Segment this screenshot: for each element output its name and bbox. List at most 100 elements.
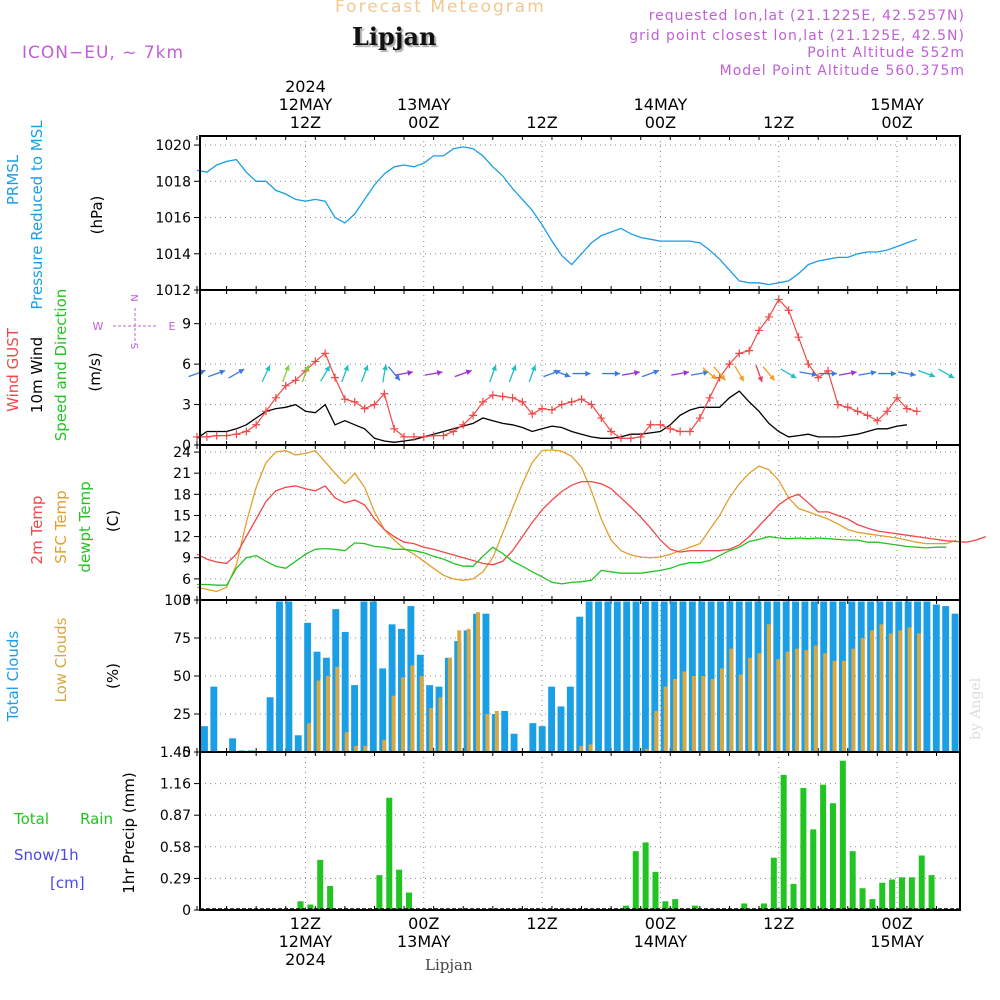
gust-marker (478, 397, 487, 406)
y-tick-label: 1018 (155, 174, 191, 190)
gust-marker (409, 432, 418, 441)
total-cloud-bar (229, 738, 237, 752)
low-cloud-bar (813, 645, 818, 752)
low-cloud-bar (907, 627, 912, 752)
low-cloud-bar (476, 612, 480, 752)
bottom-time-label: 15MAY (870, 932, 924, 951)
gust-marker (883, 407, 892, 416)
label-total-clouds: Total Clouds (4, 631, 22, 723)
gust-marker (547, 405, 556, 414)
low-cloud-bar (391, 695, 396, 752)
precip-bar (889, 879, 896, 910)
wind-arrow-head (585, 370, 591, 377)
panel-frame (199, 751, 961, 911)
wind-arrow-head (324, 365, 330, 372)
total-cloud-bar (285, 601, 293, 752)
low-cloud-bar (579, 745, 584, 752)
label-sfc-temp: SFC Temp (52, 490, 70, 563)
low-cloud-bar (644, 748, 649, 752)
wind-arrow-head (511, 365, 517, 372)
gust-marker (262, 407, 271, 416)
gust-marker (252, 420, 261, 429)
y-tick-label: 0 (182, 903, 191, 919)
total-cloud-bar (360, 601, 368, 752)
wind-arrow-head (948, 372, 955, 379)
wind-arrow-head (343, 365, 349, 372)
total-cloud-bar (379, 668, 387, 752)
gust-marker (912, 407, 921, 416)
low-cloud-bar (710, 679, 715, 752)
gust-marker (676, 427, 685, 436)
y-tick-label: 75 (173, 631, 191, 647)
y-tick-label: 6 (182, 572, 191, 588)
y-tick-label: 3 (182, 398, 191, 414)
wind-arrow-head (738, 375, 744, 382)
ylabel-percent: (%) (104, 663, 122, 689)
wind-arrow-head (710, 373, 717, 380)
total-cloud-bar (613, 601, 621, 752)
wind-arrow-head (634, 370, 640, 376)
top-time-label: 12MAY (279, 95, 333, 114)
top-time-label: 12Z (290, 113, 321, 132)
gust-marker (695, 414, 704, 423)
wind-arrow-head (850, 370, 857, 376)
top-time-label: 12Z (763, 113, 794, 132)
gust-marker (597, 414, 606, 423)
gust-marker (636, 432, 645, 441)
y-tick-label: 12 (173, 530, 191, 546)
wind-arrow-head (757, 376, 764, 383)
gust-marker (843, 403, 852, 412)
product-title: Forecast Meteogram (335, 0, 546, 17)
precip-bar (632, 851, 639, 910)
precip-bar (869, 899, 876, 910)
gust-marker (321, 349, 330, 358)
top-time-label: 13MAY (397, 95, 451, 114)
precip-bar (642, 842, 649, 910)
bottom-time-label: 12Z (290, 914, 321, 933)
gust-marker (902, 404, 911, 413)
gust-marker (311, 357, 320, 366)
wind-arrow-head (219, 369, 226, 375)
low-cloud-bar (785, 651, 790, 752)
total-cloud-bar (538, 726, 546, 752)
total-cloud-bar (670, 601, 678, 752)
label-snow: Snow/1h (14, 846, 79, 864)
low-cloud-bar (438, 697, 443, 752)
total-cloud-bar (276, 601, 283, 752)
gust-marker (626, 434, 635, 443)
wind-arrow-head (769, 374, 775, 381)
label-total: Total (13, 810, 49, 828)
wind-arrow-head (491, 365, 497, 372)
total-cloud-bar (266, 697, 274, 752)
precip-bar (327, 886, 334, 910)
total-cloud-bar (604, 601, 612, 752)
precip-bar (317, 859, 324, 910)
y-tick-label: 1.45 (160, 745, 191, 761)
temp-2m-line (196, 480, 987, 566)
precip-bar (307, 904, 314, 910)
label-low-clouds: Low Clouds (52, 617, 70, 702)
panel-frame (199, 135, 961, 291)
gust-marker (469, 411, 478, 420)
total-cloud-bar (351, 685, 359, 752)
gust-marker (833, 400, 842, 409)
low-cloud-bar (738, 674, 743, 752)
gust-marker (893, 393, 902, 402)
gust-marker (498, 392, 507, 401)
y-tick-label: 1016 (155, 211, 191, 227)
y-tick-label: 6 (182, 357, 191, 373)
low-cloud-bar (654, 710, 659, 752)
bottom-time-label: 14MAY (634, 932, 688, 951)
compass-w: W (93, 320, 104, 333)
precip-bar (829, 803, 836, 910)
total-cloud-bar (304, 622, 312, 752)
info-line-3: Point Altitude 552m (807, 45, 965, 61)
low-cloud-bar (410, 665, 415, 752)
pressure-line (196, 146, 918, 286)
total-cloud-bar (660, 601, 668, 752)
wind-arrow-head (382, 364, 388, 371)
gust-marker (360, 404, 369, 413)
info-line-1: requested lon,lat (21.1225E, 42.5257N) (648, 8, 965, 24)
wind-arrow-head (790, 372, 797, 379)
